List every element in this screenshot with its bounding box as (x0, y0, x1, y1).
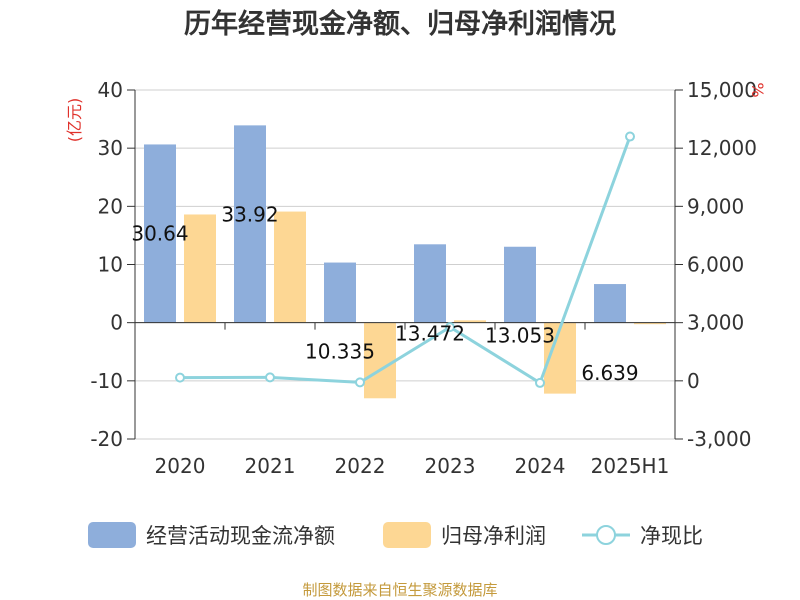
category-label: 2020 (155, 454, 206, 478)
bar-layer (144, 125, 666, 399)
ratio-point (355, 377, 365, 388)
left-tick-label: -20 (90, 427, 123, 451)
bar-value-label: 33.92 (221, 202, 278, 226)
ratio-line (179, 136, 632, 386)
legend-label: 净现比 (640, 524, 703, 548)
bar-value-label: 13.472 (395, 321, 465, 345)
bar (504, 246, 536, 323)
category-label: 2023 (425, 454, 476, 478)
chart-title: 历年经营现金净额、归母净利润情况 (184, 8, 616, 40)
bar (324, 262, 356, 323)
left-tick-label: -10 (90, 369, 123, 393)
data-labels: 30.64 33.92 10.335 13.472 13.053 6.639 (131, 202, 638, 385)
left-tick-label: 40 (98, 78, 123, 102)
left-tick-label: 10 (98, 253, 123, 277)
ratio-point (625, 131, 635, 142)
bar-value-label: 10.335 (305, 340, 375, 364)
bar (144, 144, 176, 323)
bar (414, 244, 446, 323)
right-tick-label: 9,000 (687, 194, 744, 218)
category-label: 2021 (245, 454, 296, 478)
right-tick-label: -3,000 (687, 427, 751, 451)
legend: 经营活动现金流净额 归母净利润 净现比 (88, 522, 703, 548)
right-tick-label: 6,000 (687, 253, 744, 277)
right-axis-unit: % (748, 82, 767, 97)
bar-value-label: 30.64 (131, 221, 188, 245)
bar (364, 322, 396, 399)
bar (634, 322, 666, 325)
legend-swatch (88, 522, 136, 548)
right-tick-label: 12,000 (687, 136, 757, 160)
bar (454, 320, 486, 323)
source-note: 制图数据来自恒生聚源数据库 (302, 581, 497, 599)
bar-value-label: 6.639 (581, 361, 638, 385)
legend-swatch-marker (596, 525, 616, 545)
ratio-point (445, 322, 455, 333)
legend-label: 经营活动现金流净额 (146, 524, 335, 548)
left-tick-label: 20 (98, 194, 123, 218)
bar (594, 284, 626, 323)
right-tick-label: 0 (687, 369, 700, 393)
legend-label: 归母净利润 (441, 524, 546, 548)
bar-value-label: 13.053 (485, 324, 555, 348)
category-label: 2022 (335, 454, 386, 478)
legend-swatch (383, 522, 431, 548)
left-tick-label: 0 (110, 311, 123, 335)
category-label: 2024 (515, 454, 566, 478)
ratio-point (175, 372, 185, 383)
left-axis-unit: (亿元) (65, 98, 84, 143)
right-tick-label: 3,000 (687, 311, 744, 335)
bar (234, 125, 266, 323)
right-tick-label: 15,000 (687, 78, 757, 102)
category-label: 2025H1 (591, 454, 670, 478)
axes: 40 30 20 10 0 -10 -20 15,000 12,000 9,000 6,000 3,0… (90, 78, 757, 478)
line-layer (175, 131, 635, 388)
ratio-point (535, 377, 545, 388)
left-tick-label: 30 (98, 136, 123, 160)
bar (184, 214, 216, 323)
bar (274, 211, 306, 323)
ratio-point (265, 372, 275, 383)
